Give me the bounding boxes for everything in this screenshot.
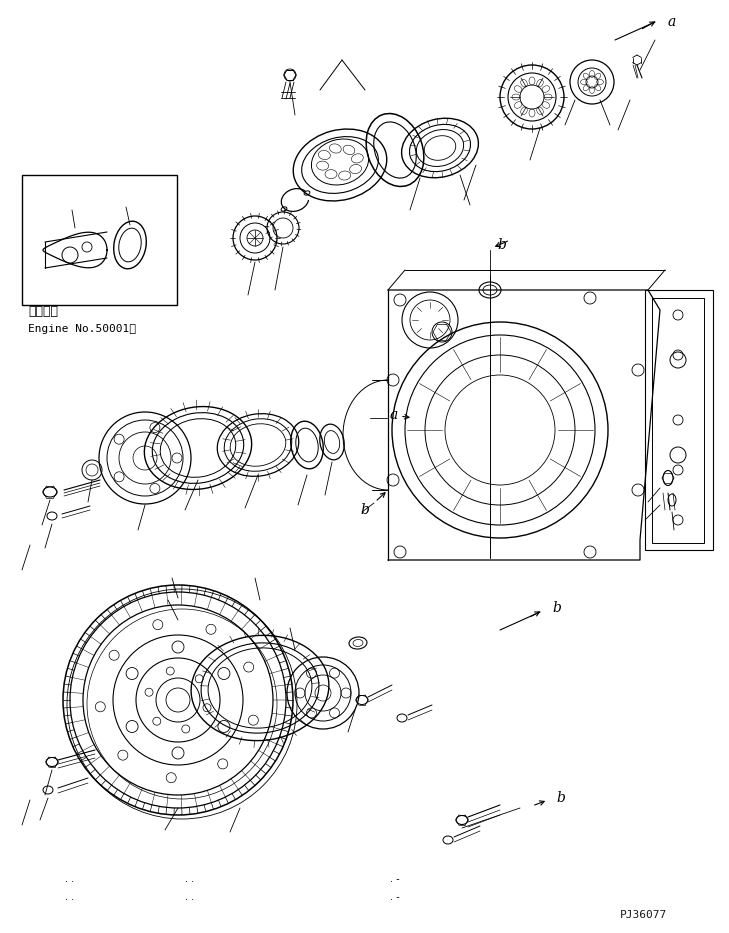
Text: b: b — [497, 238, 506, 252]
Text: . .: . . — [185, 874, 194, 884]
Text: . .: . . — [65, 892, 74, 902]
Text: 適用号機: 適用号機 — [28, 305, 58, 318]
Text: Engine No.50001～: Engine No.50001～ — [28, 324, 136, 334]
Text: . -: . - — [390, 892, 399, 902]
Text: b: b — [360, 503, 369, 517]
Text: b: b — [556, 791, 565, 805]
Text: . .: . . — [65, 874, 74, 884]
Bar — [22, 175, 177, 305]
Bar — [652, 298, 704, 543]
Bar — [645, 290, 713, 550]
Text: . -: . - — [390, 874, 399, 884]
Text: . .: . . — [185, 892, 194, 902]
Text: a: a — [390, 408, 398, 422]
Text: a: a — [668, 15, 677, 29]
Text: PJ36077: PJ36077 — [620, 910, 667, 920]
Text: b: b — [552, 601, 561, 615]
